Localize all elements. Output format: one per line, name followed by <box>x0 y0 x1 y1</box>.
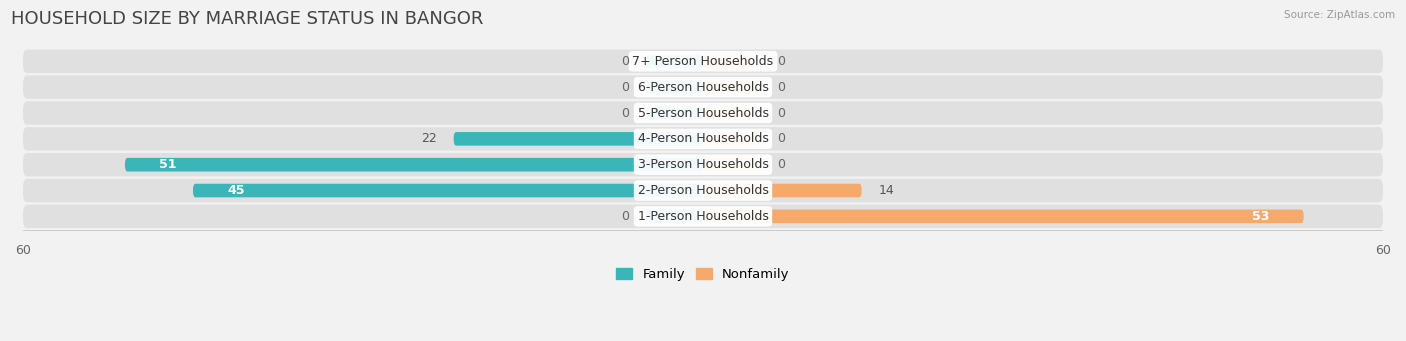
FancyBboxPatch shape <box>647 106 703 120</box>
Text: 45: 45 <box>226 184 245 197</box>
Text: 0: 0 <box>621 210 630 223</box>
Text: 0: 0 <box>776 55 785 68</box>
FancyBboxPatch shape <box>454 132 703 146</box>
FancyBboxPatch shape <box>125 158 703 172</box>
Text: 0: 0 <box>776 158 785 171</box>
FancyBboxPatch shape <box>22 49 1384 73</box>
Text: 0: 0 <box>621 55 630 68</box>
FancyBboxPatch shape <box>703 80 759 94</box>
Text: 0: 0 <box>621 81 630 94</box>
FancyBboxPatch shape <box>193 184 703 197</box>
Text: 51: 51 <box>159 158 176 171</box>
Text: 0: 0 <box>621 106 630 119</box>
Text: 14: 14 <box>879 184 894 197</box>
Legend: Family, Nonfamily: Family, Nonfamily <box>612 263 794 286</box>
FancyBboxPatch shape <box>22 179 1384 202</box>
Text: 2-Person Households: 2-Person Households <box>637 184 769 197</box>
FancyBboxPatch shape <box>647 210 703 223</box>
Text: 4-Person Households: 4-Person Households <box>637 132 769 145</box>
Text: Source: ZipAtlas.com: Source: ZipAtlas.com <box>1284 10 1395 20</box>
Text: 7+ Person Households: 7+ Person Households <box>633 55 773 68</box>
FancyBboxPatch shape <box>22 205 1384 228</box>
Text: 22: 22 <box>420 132 437 145</box>
Text: 5-Person Households: 5-Person Households <box>637 106 769 119</box>
FancyBboxPatch shape <box>703 158 759 172</box>
Text: 0: 0 <box>776 132 785 145</box>
FancyBboxPatch shape <box>703 55 759 68</box>
FancyBboxPatch shape <box>22 127 1384 151</box>
FancyBboxPatch shape <box>703 106 759 120</box>
Text: 0: 0 <box>776 106 785 119</box>
FancyBboxPatch shape <box>703 184 862 197</box>
FancyBboxPatch shape <box>703 132 759 146</box>
FancyBboxPatch shape <box>647 55 703 68</box>
Text: 6-Person Households: 6-Person Households <box>637 81 769 94</box>
Text: HOUSEHOLD SIZE BY MARRIAGE STATUS IN BANGOR: HOUSEHOLD SIZE BY MARRIAGE STATUS IN BAN… <box>11 10 484 28</box>
FancyBboxPatch shape <box>22 75 1384 99</box>
FancyBboxPatch shape <box>22 101 1384 125</box>
Text: 53: 53 <box>1253 210 1270 223</box>
Text: 3-Person Households: 3-Person Households <box>637 158 769 171</box>
FancyBboxPatch shape <box>703 210 1303 223</box>
FancyBboxPatch shape <box>22 153 1384 176</box>
FancyBboxPatch shape <box>647 80 703 94</box>
Text: 1-Person Households: 1-Person Households <box>637 210 769 223</box>
Text: 0: 0 <box>776 81 785 94</box>
